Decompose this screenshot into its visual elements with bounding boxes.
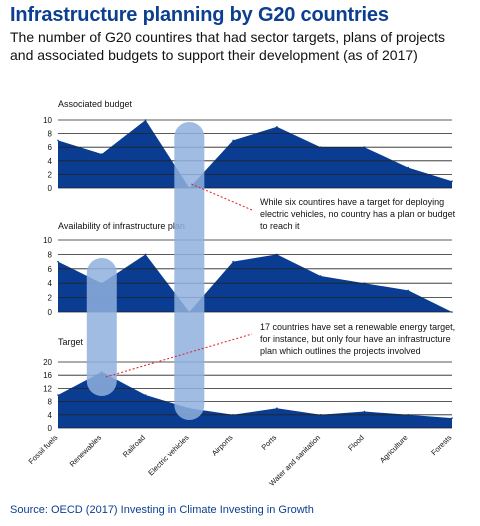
- annotation-2: 17 countries have set a renewable energy…: [105, 322, 455, 378]
- x-category-label: Forests: [429, 433, 453, 457]
- annotation-line: plan which outlines the projects involve…: [260, 346, 421, 356]
- y-tick-label: 4: [48, 411, 53, 420]
- panel-2: Availability of infrastructure plan 0 2 4 6 8…: [43, 221, 453, 317]
- data-point: [232, 139, 234, 142]
- panel-title: Associated budget: [58, 99, 133, 109]
- data-point: [232, 260, 234, 263]
- panel-title: Availability of infrastructure plan: [58, 221, 185, 231]
- annotation-line: While six countires have a target for de…: [260, 197, 444, 207]
- x-category-label: Airports: [210, 433, 235, 458]
- data-point: [451, 180, 453, 182]
- x-category-label: Railroad: [121, 433, 147, 459]
- y-tick-label: 8: [48, 250, 53, 259]
- x-category-label: Fossil fuels: [27, 433, 60, 466]
- annotation-line: for instance, but only four have an infr…: [260, 334, 451, 344]
- x-category-label: Ports: [260, 433, 279, 452]
- panel-3: Target 0 4 8 12 16 20: [43, 337, 453, 433]
- chart-subtitle: The number of G20 countires that had sec…: [10, 29, 446, 63]
- annotation-leader-line: [105, 333, 253, 378]
- area-series: [58, 120, 452, 188]
- y-tick-label: 0: [48, 308, 53, 317]
- panel-title: Target: [58, 337, 84, 347]
- area-series: [58, 371, 452, 428]
- data-point: [276, 126, 278, 128]
- annotation-line: to reach it: [260, 221, 300, 231]
- y-tick-label: 4: [48, 279, 53, 288]
- x-category-label: Flood: [346, 433, 366, 453]
- y-tick-label: 12: [43, 384, 52, 393]
- x-category-label: Agriculture: [378, 433, 410, 465]
- x-category-label: Electric vehicles: [146, 433, 191, 478]
- data-point: [407, 166, 410, 169]
- data-point: [57, 139, 59, 142]
- data-point: [101, 153, 103, 155]
- data-point: [407, 289, 410, 292]
- panel-1: Associated budget 0 2 4 6 8 10: [43, 99, 453, 193]
- annotation-text: While six countires have a target for de…: [260, 197, 456, 231]
- data-point: [451, 417, 453, 419]
- annotation-1: While six countires have a target for de…: [191, 183, 456, 231]
- data-point: [57, 394, 59, 396]
- annotation-line: 17 countries have set a renewable energy…: [260, 322, 455, 332]
- y-tick-label: 10: [43, 116, 52, 125]
- x-category-label: Renewables: [68, 433, 104, 469]
- annotation-leader-line: [191, 183, 253, 211]
- y-tick-label: 6: [48, 143, 53, 152]
- y-tick-label: 2: [48, 170, 53, 179]
- y-tick-label: 20: [43, 358, 52, 367]
- data-point: [363, 410, 366, 413]
- data-point: [144, 394, 147, 396]
- y-tick-label: 10: [43, 236, 52, 245]
- data-point: [57, 260, 59, 263]
- data-point: [319, 275, 322, 277]
- annotation-text: 17 countries have set a renewable energy…: [260, 322, 455, 356]
- chart-title: Infrastructure planning by G20 countries: [10, 4, 389, 26]
- annotation-line: electric vehicles, no country has a plan…: [260, 209, 456, 219]
- y-tick-label: 0: [48, 424, 53, 433]
- y-tick-label: 8: [48, 398, 53, 407]
- y-tick-label: 0: [48, 184, 53, 193]
- y-tick-label: 16: [43, 371, 52, 380]
- highlight-electric-vehicles: [174, 122, 205, 420]
- data-point: [276, 407, 278, 410]
- y-tick-label: 8: [48, 130, 53, 139]
- source-note: Source: OECD (2017) Investing in Climate…: [10, 504, 314, 516]
- y-tick-label: 4: [48, 157, 53, 166]
- y-tick-label: 6: [48, 265, 53, 274]
- highlight-renewables: [86, 258, 117, 396]
- highlight-layer: [86, 122, 205, 420]
- y-tick-label: 2: [48, 294, 53, 303]
